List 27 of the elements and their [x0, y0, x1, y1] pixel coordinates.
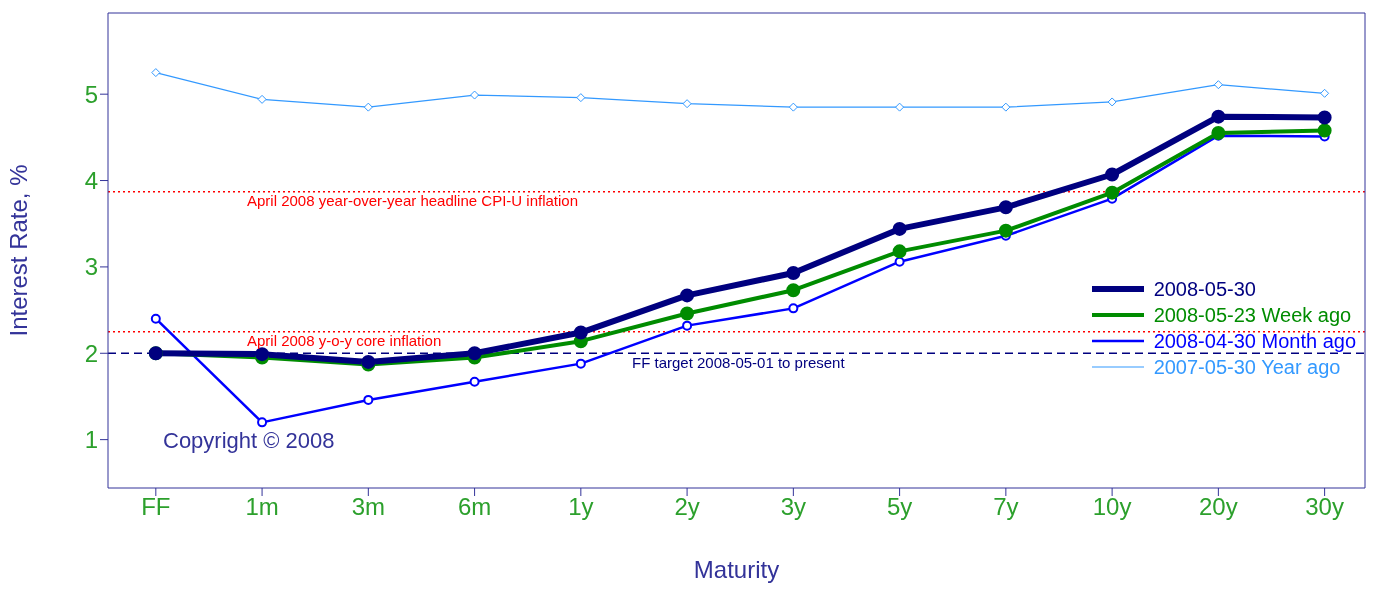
- x-tick-label: 1m: [245, 493, 279, 521]
- ref-line-label: April 2008 y-o-y core inflation: [247, 332, 442, 350]
- x-tick-label: 10y: [1092, 493, 1132, 521]
- legend-label: 2008-05-23 Week ago: [1153, 303, 1352, 328]
- x-tick-label: 7y: [993, 493, 1019, 521]
- x-tick-label: 3m: [351, 493, 385, 521]
- x-tick-label: 3y: [780, 493, 807, 521]
- x-axis-title: Maturity: [693, 556, 780, 583]
- ref-line-label: April 2008 year-over-year headline CPI-U inflation: [247, 192, 578, 210]
- y-axis-title: Interest Rate, %: [4, 164, 32, 337]
- x-tick-label: 2y: [674, 493, 700, 521]
- y-tick-label: 3: [84, 253, 98, 281]
- x-tick-label: 5y: [886, 493, 913, 521]
- x-tick-label: 6m: [457, 493, 492, 521]
- y-tick-label: 5: [84, 80, 98, 108]
- y-tick-label: 4: [84, 167, 98, 195]
- x-tick-label: 30y: [1305, 493, 1344, 521]
- ref-line-label: FF target 2008-05-01 to present: [632, 353, 846, 371]
- annotation: Copyright © 2008: [163, 428, 335, 454]
- legend-label: 2007-05-30 Year ago: [1153, 355, 1341, 380]
- legend-label: 2008-04-30 Month ago: [1153, 329, 1356, 354]
- y-tick-label: 1: [84, 426, 98, 454]
- x-tick-label: 1y: [568, 493, 594, 521]
- x-tick-label: 20y: [1199, 493, 1238, 521]
- legend-label: 2008-05-30: [1153, 277, 1256, 302]
- y-tick-label: 2: [84, 339, 98, 367]
- x-tick-label: FF: [141, 493, 171, 521]
